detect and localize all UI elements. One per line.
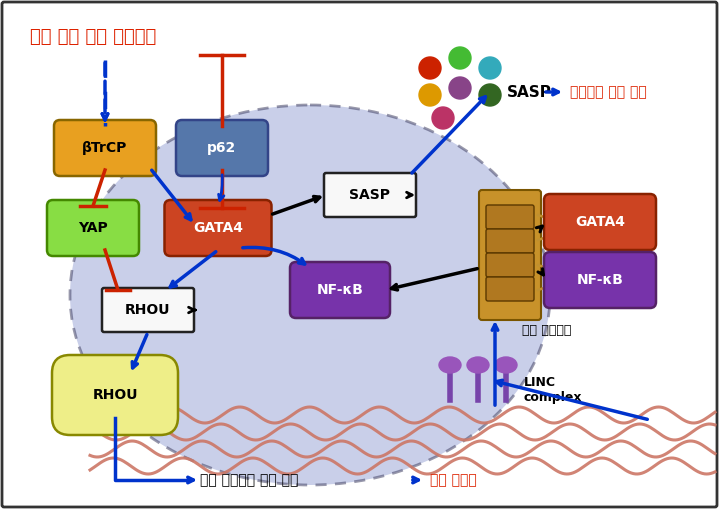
- Circle shape: [419, 84, 441, 106]
- Text: 핵공 리모델링: 핵공 리모델링: [522, 324, 572, 336]
- Text: LINC
complex: LINC complex: [524, 376, 582, 404]
- FancyBboxPatch shape: [176, 120, 268, 176]
- Circle shape: [449, 77, 471, 99]
- Text: YAP: YAP: [78, 221, 108, 235]
- FancyBboxPatch shape: [486, 277, 534, 301]
- FancyBboxPatch shape: [486, 229, 534, 253]
- Text: 액틴 스트레스 섬유 형성: 액틴 스트레스 섬유 형성: [200, 473, 298, 487]
- FancyBboxPatch shape: [544, 194, 656, 250]
- FancyBboxPatch shape: [544, 252, 656, 308]
- Circle shape: [479, 57, 501, 79]
- Ellipse shape: [467, 357, 489, 373]
- Text: βTrCP: βTrCP: [82, 141, 128, 155]
- Circle shape: [479, 84, 501, 106]
- Text: 노화연관 염증 반응: 노화연관 염증 반응: [570, 85, 647, 99]
- FancyBboxPatch shape: [54, 120, 156, 176]
- Text: 세포 비대증: 세포 비대증: [430, 473, 477, 487]
- Text: RHOU: RHOU: [92, 388, 138, 402]
- FancyBboxPatch shape: [290, 262, 390, 318]
- Text: RHOU: RHOU: [125, 303, 170, 317]
- Text: 세포 노화 유도 스트레스: 세포 노화 유도 스트레스: [30, 28, 156, 46]
- Text: GATA4: GATA4: [575, 215, 625, 229]
- Text: SASP: SASP: [349, 188, 390, 202]
- Ellipse shape: [495, 357, 517, 373]
- Text: SASP: SASP: [507, 84, 552, 99]
- Circle shape: [419, 57, 441, 79]
- FancyBboxPatch shape: [102, 288, 194, 332]
- Text: NF-κB: NF-κB: [316, 283, 363, 297]
- FancyBboxPatch shape: [486, 205, 534, 229]
- Text: p62: p62: [207, 141, 237, 155]
- Text: GATA4: GATA4: [193, 221, 243, 235]
- Text: NF-κB: NF-κB: [577, 273, 623, 287]
- FancyBboxPatch shape: [47, 200, 139, 256]
- FancyBboxPatch shape: [486, 253, 534, 277]
- Ellipse shape: [70, 105, 550, 485]
- Circle shape: [449, 47, 471, 69]
- FancyBboxPatch shape: [165, 200, 272, 256]
- Circle shape: [432, 107, 454, 129]
- FancyBboxPatch shape: [52, 355, 178, 435]
- FancyBboxPatch shape: [479, 190, 541, 320]
- Ellipse shape: [439, 357, 461, 373]
- FancyBboxPatch shape: [324, 173, 416, 217]
